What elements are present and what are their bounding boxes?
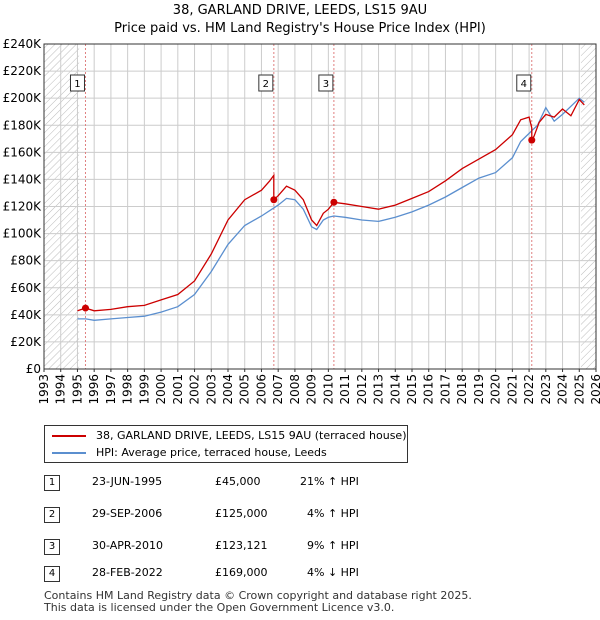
x-tick-label: 2009 [305, 374, 319, 405]
y-tick-label: £0 [26, 362, 41, 376]
x-tick-label: 2006 [254, 374, 268, 405]
x-tick-label: 2018 [455, 374, 469, 405]
y-tick-label: £80K [10, 254, 42, 268]
y-tick-label: £220K [3, 64, 43, 78]
sale-hpi-diff: 9% ↑ HPI [307, 539, 359, 552]
y-tick-label: £60K [10, 281, 42, 295]
sale-label: 3 [323, 79, 329, 90]
sale-price: £123,121 [215, 539, 268, 552]
sale-point [270, 196, 278, 204]
x-tick-label: 1998 [121, 374, 135, 405]
sale-number: 1 [44, 475, 60, 491]
legend-label-property: 38, GARLAND DRIVE, LEEDS, LS15 9AU (terr… [96, 429, 407, 442]
sale-number: 2 [44, 507, 60, 523]
x-tick-label: 2026 [589, 374, 600, 405]
sale-label-box [69, 74, 85, 92]
x-tick-label: 2000 [154, 374, 168, 405]
x-tick-label: 2017 [438, 374, 452, 405]
price-chart: 1 2 3 4 £0 £20K £40K £60K £80K £100K £120K £140K £16… [3, 37, 600, 405]
sale-number: 3 [44, 539, 60, 555]
x-tick-label: 2007 [271, 374, 285, 405]
x-tick-label: 2001 [171, 374, 185, 405]
x-tick-label: 2015 [405, 374, 419, 405]
sale-label-box [516, 74, 532, 92]
x-tick-label: 2008 [288, 374, 302, 405]
x-tick-label: 2014 [388, 374, 402, 405]
y-tick-label: £40K [10, 308, 42, 322]
sale-price: £169,000 [215, 566, 268, 579]
sale-date: 29-SEP-2006 [92, 507, 163, 520]
x-tick-label: 1999 [137, 374, 151, 405]
x-tick-label: 2022 [522, 374, 536, 405]
sale-date: 30-APR-2010 [92, 539, 164, 552]
y-tick-label: £120K [3, 200, 43, 214]
sale-hpi-diff: 21% ↑ HPI [300, 475, 359, 488]
sale-point [528, 136, 536, 144]
sale-hpi-diff: 4% ↑ HPI [307, 507, 359, 520]
sale-label-box [258, 74, 274, 92]
x-tick-label: 2025 [572, 374, 586, 405]
y-tick-label: £160K [3, 145, 43, 159]
x-tick-label: 2021 [505, 374, 519, 405]
x-tick-label: 1993 [37, 374, 51, 405]
sale-price: £45,000 [215, 475, 261, 488]
plot-frame [43, 43, 597, 370]
sale-price: £125,000 [215, 507, 268, 520]
footer-line-1: Contains HM Land Registry data © Crown c… [44, 589, 472, 602]
sale-date: 28-FEB-2022 [92, 566, 163, 579]
x-tick-label: 2020 [489, 374, 503, 405]
x-tick-label: 2023 [539, 374, 553, 405]
x-tick-label: 2003 [204, 374, 218, 405]
chart-subtitle: Price paid vs. HM Land Registry's House … [114, 21, 486, 36]
x-tick-label: 1995 [70, 374, 84, 405]
x-tick-label: 1997 [104, 374, 118, 405]
sale-label: 2 [263, 79, 269, 90]
sale-label: 1 [74, 79, 80, 90]
y-tick-label: £240K [3, 37, 43, 51]
x-tick-label: 2013 [372, 374, 386, 405]
x-tick-label: 2016 [422, 374, 436, 405]
x-tick-label: 1996 [87, 374, 101, 405]
sale-point [330, 198, 338, 206]
sale-label: 4 [521, 79, 527, 90]
legend: 38, GARLAND DRIVE, LEEDS, LS15 9AU (terr… [44, 425, 408, 463]
x-tick-label: 2019 [472, 374, 486, 405]
legend-swatch-property [52, 435, 86, 437]
y-tick-label: £180K [3, 118, 43, 132]
sale-point [81, 304, 89, 312]
legend-swatch-hpi [52, 452, 86, 454]
sale-label-box [318, 74, 334, 92]
y-tick-label: £140K [3, 172, 43, 186]
x-tick-label: 2005 [238, 374, 252, 405]
sale-hpi-diff: 4% ↓ HPI [307, 566, 359, 579]
sale-date: 23-JUN-1995 [92, 475, 163, 488]
y-tick-label: £200K [3, 91, 43, 105]
x-tick-label: 2012 [355, 374, 369, 405]
x-tick-label: 2010 [321, 374, 335, 405]
x-tick-label: 1994 [54, 374, 68, 405]
y-tick-label: £20K [10, 335, 42, 349]
x-tick-label: 2011 [338, 374, 352, 405]
x-tick-label: 2024 [556, 374, 570, 405]
x-tick-label: 2004 [221, 374, 235, 405]
footer-line-2: This data is licensed under the Open Gov… [44, 601, 395, 614]
sale-number: 4 [44, 566, 60, 582]
chart-title: 38, GARLAND DRIVE, LEEDS, LS15 9AU [172, 3, 428, 18]
y-tick-label: £100K [3, 227, 43, 241]
x-tick-label: 2002 [188, 374, 202, 405]
legend-label-hpi: HPI: Average price, terraced house, Leed… [96, 446, 327, 459]
footer-note: Contains HM Land Registry data © Crown c… [44, 590, 472, 614]
